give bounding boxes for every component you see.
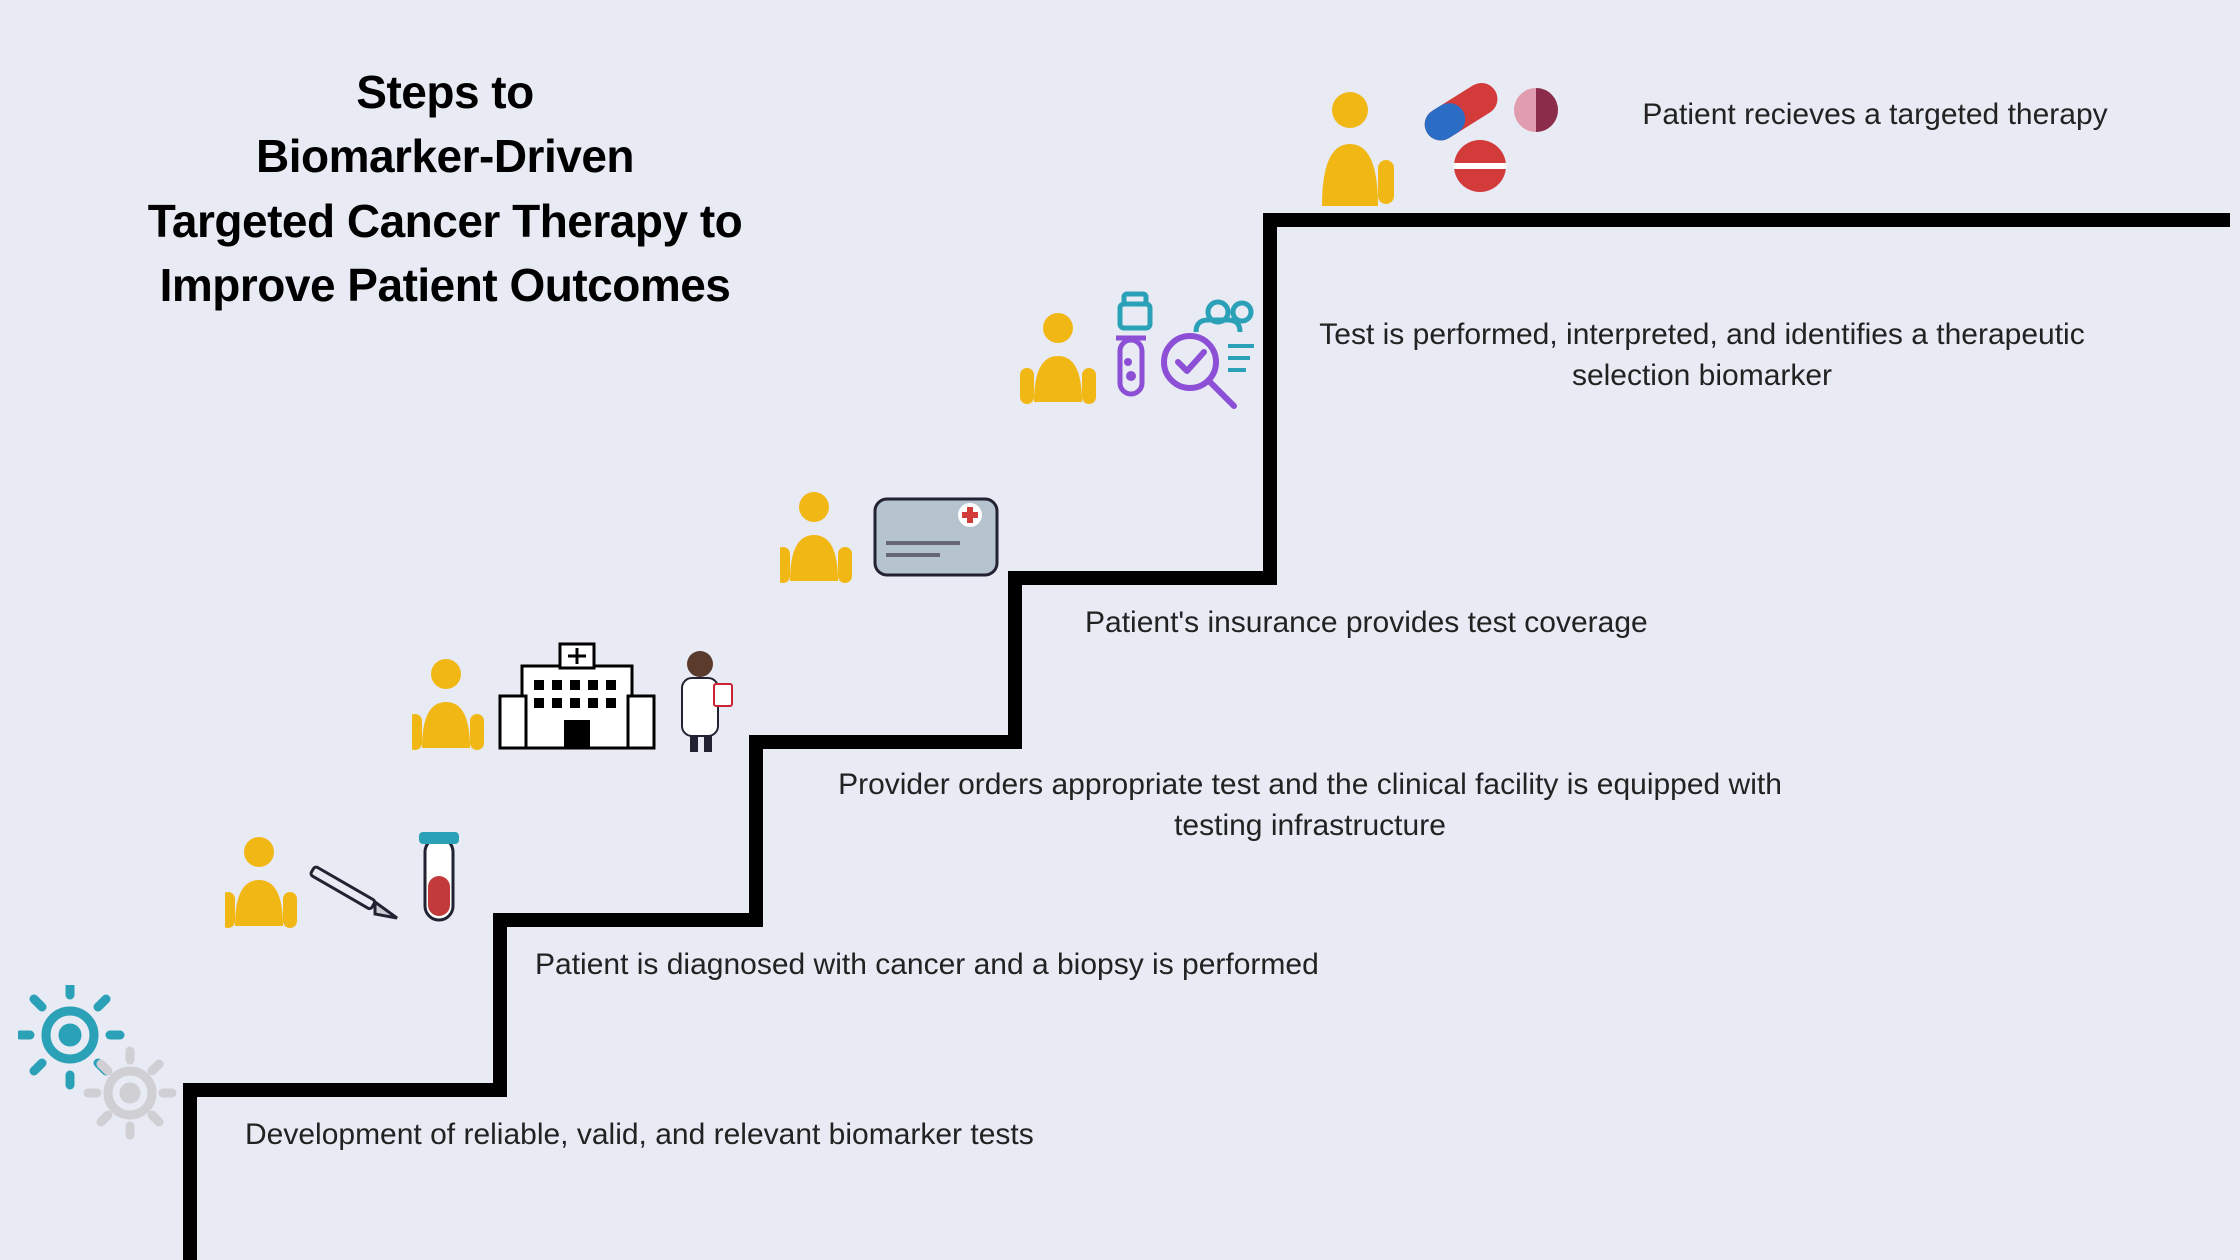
biopsy-icon bbox=[225, 830, 495, 935]
step-label: Patient is diagnosed with cancer and a b… bbox=[535, 945, 1435, 986]
therapy-icon bbox=[1310, 70, 1575, 215]
lab-result-icon bbox=[1020, 290, 1270, 415]
step-label: Patient recieves a targeted therapy bbox=[1575, 95, 2175, 136]
insurance-icon bbox=[780, 485, 1010, 590]
step-label: Patient's insurance provides test covera… bbox=[1085, 603, 1835, 644]
step-label: Test is performed, interpreted, and iden… bbox=[1312, 315, 2092, 396]
step-label: Development of reliable, valid, and rele… bbox=[245, 1115, 1145, 1156]
step-label: Provider orders appropriate test and the… bbox=[795, 765, 1825, 846]
gears-icon bbox=[18, 985, 183, 1145]
hospital-icon bbox=[412, 640, 752, 760]
